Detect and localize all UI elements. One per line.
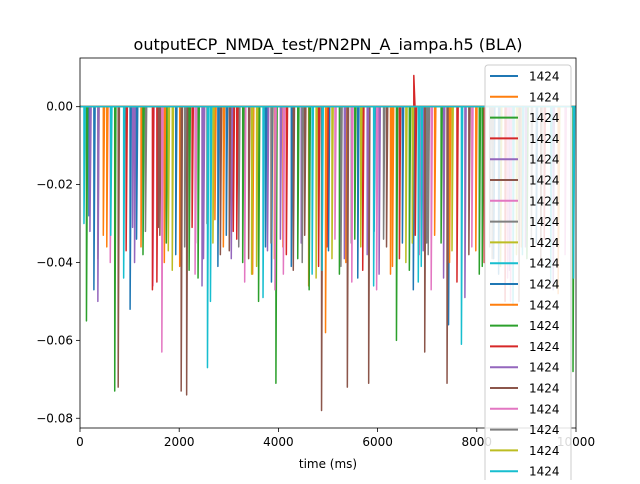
legend-label: 1424 bbox=[529, 319, 560, 333]
x-tick-label: 8000 bbox=[462, 435, 493, 449]
legend-box bbox=[484, 64, 572, 484]
series-line-14 bbox=[80, 105, 576, 291]
legend-label: 1424 bbox=[529, 278, 560, 292]
x-axis-label: time (ms) bbox=[299, 457, 357, 471]
chart-title: outputECP_NMDA_test/PN2PN_A_iampa.h5 (BL… bbox=[134, 35, 523, 55]
legend-label: 1424 bbox=[529, 402, 560, 416]
legend-label: 1424 bbox=[529, 257, 560, 271]
legend-label: 1424 bbox=[529, 423, 560, 437]
y-tick-label: −0.06 bbox=[36, 333, 73, 347]
legend: 1424 1424 1424 1424 1424 1424 1424 1424 1424 1424… bbox=[484, 64, 572, 484]
y-tick-label: −0.02 bbox=[36, 178, 73, 192]
legend-label: 1424 bbox=[529, 90, 560, 104]
y-axis-ticks: 0.00 −0.02 −0.04 −0.06 −0.08 bbox=[36, 100, 80, 425]
legend-label: 1424 bbox=[529, 340, 560, 354]
legend-label: 1424 bbox=[529, 236, 560, 250]
legend-label: 1424 bbox=[529, 194, 560, 208]
legend-label: 1424 bbox=[529, 465, 560, 479]
x-tick-label: 2000 bbox=[164, 435, 195, 449]
legend-label: 1424 bbox=[529, 153, 560, 167]
legend-label: 1424 bbox=[529, 361, 560, 375]
x-tick-label: 6000 bbox=[362, 435, 393, 449]
y-tick-label: −0.08 bbox=[36, 411, 73, 425]
x-tick-label: 0 bbox=[76, 435, 84, 449]
legend-label: 1424 bbox=[529, 382, 560, 396]
legend-label: 1424 bbox=[529, 298, 560, 312]
plot-frame bbox=[79, 57, 577, 429]
x-tick-label: 4000 bbox=[263, 435, 294, 449]
legend-label: 1424 bbox=[529, 174, 560, 188]
y-tick-label: 0.00 bbox=[46, 100, 73, 114]
legend-label: 1424 bbox=[529, 70, 560, 84]
legend-label: 1424 bbox=[529, 444, 560, 458]
legend-label: 1424 bbox=[529, 215, 560, 229]
legend-label: 1424 bbox=[529, 111, 560, 125]
legend-label: 1424 bbox=[529, 132, 560, 146]
y-tick-label: −0.04 bbox=[36, 255, 73, 269]
